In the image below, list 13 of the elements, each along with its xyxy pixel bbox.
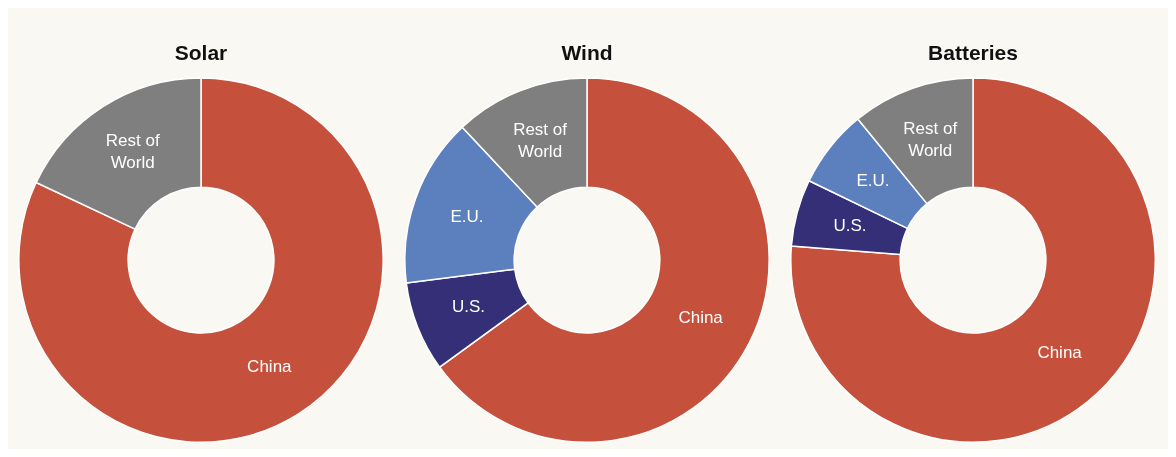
slice-label: E.U. xyxy=(856,170,890,190)
slice-label: Rest of World xyxy=(105,131,160,173)
slice-label: U.S. xyxy=(451,296,485,316)
slice-label: U.S. xyxy=(833,216,867,236)
slice-label: E.U. xyxy=(450,206,484,226)
chart-title: Solar xyxy=(174,41,228,65)
slice-label: Rest of World xyxy=(903,118,958,160)
chart-title: Batteries xyxy=(928,41,1018,65)
chart-title: Wind xyxy=(561,41,613,65)
slice-label: Rest of World xyxy=(513,120,568,162)
slice-label: China xyxy=(247,357,293,377)
slice-label: China xyxy=(1037,343,1083,363)
slice-label: China xyxy=(678,307,724,327)
